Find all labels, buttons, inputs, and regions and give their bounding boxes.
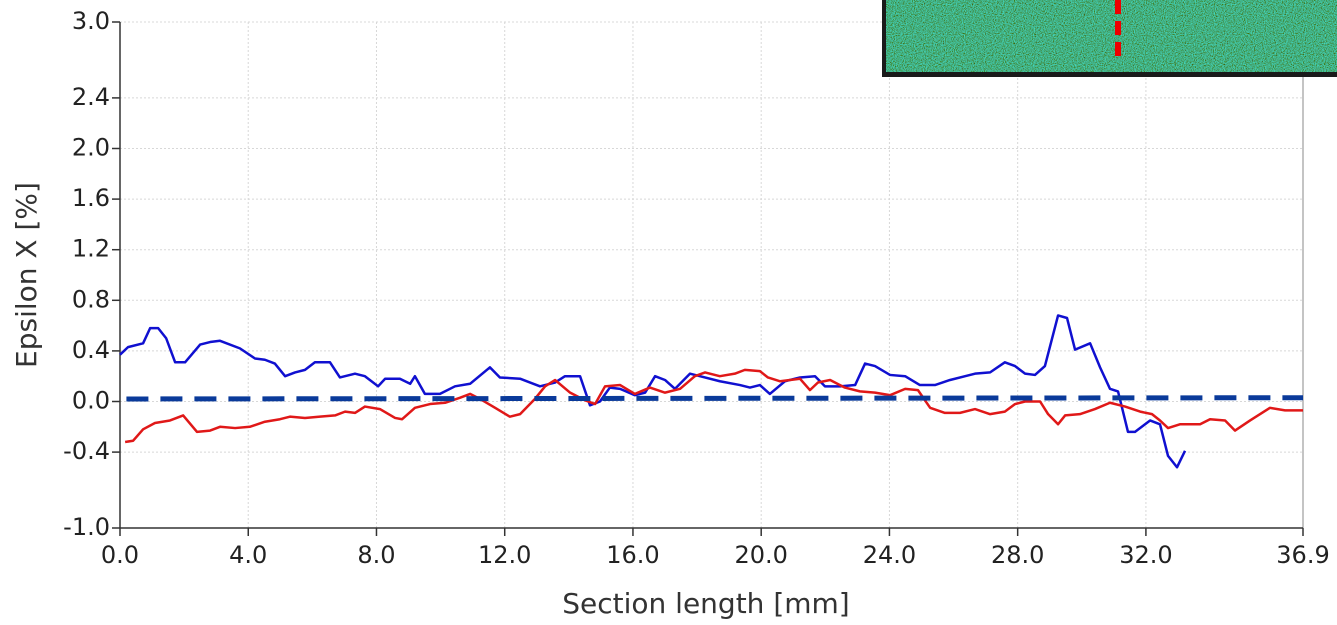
x-tick-label: 16.0 bbox=[606, 541, 659, 569]
x-tick-label: 4.0 bbox=[229, 541, 267, 569]
inset-image bbox=[882, 0, 1337, 77]
x-tick-label: 12.0 bbox=[478, 541, 531, 569]
y-tick-label: 3.0 bbox=[72, 7, 110, 35]
plot-background bbox=[120, 22, 1303, 528]
y-axis-label: Epsilon X [%] bbox=[10, 182, 43, 368]
y-tick-label: 1.2 bbox=[72, 235, 110, 263]
reference-line bbox=[126, 395, 1304, 402]
x-tick-label: 28.0 bbox=[991, 541, 1044, 569]
x-tick-label: 0.0 bbox=[101, 541, 139, 569]
x-tick-label: 8.0 bbox=[357, 541, 395, 569]
plot-area: 3.02.42.01.61.20.80.40.0-0.4-1.00.0 4.0 8.… bbox=[63, 7, 1330, 569]
y-tick-label: 1.6 bbox=[72, 184, 110, 212]
y-tick-label: -0.4 bbox=[63, 437, 110, 465]
inset-noise bbox=[886, 0, 1337, 72]
x-tick-label: 32.0 bbox=[1119, 541, 1172, 569]
y-tick-label: 0.8 bbox=[72, 285, 110, 313]
x-tick-label: 24.0 bbox=[863, 541, 916, 569]
data-line bbox=[124, 368, 1303, 444]
y-tick-label: 2.4 bbox=[72, 83, 110, 111]
y-tick-label: 0.4 bbox=[72, 336, 110, 364]
data-line bbox=[119, 314, 1187, 469]
y-tick-label: 2.0 bbox=[72, 134, 110, 162]
x-tick-label: 20.0 bbox=[734, 541, 787, 569]
y-tick-label: -1.0 bbox=[63, 513, 110, 541]
x-tick-label: 36.9 bbox=[1276, 541, 1329, 569]
x-axis-label: Section length [mm] bbox=[562, 587, 849, 620]
y-tick-label: 0.0 bbox=[72, 387, 110, 415]
